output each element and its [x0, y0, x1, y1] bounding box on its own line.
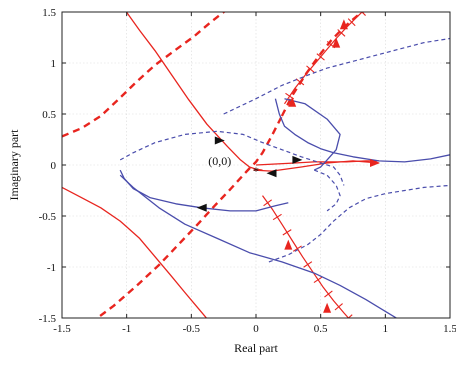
blue-locus-line	[268, 184, 450, 263]
x-tick-label: 0	[253, 323, 259, 335]
origin-annotation: (0,0)	[208, 154, 231, 168]
red-locus-tick	[337, 29, 346, 37]
direction-arrow	[332, 37, 341, 48]
direction-arrow	[323, 302, 332, 313]
red-locus-tick	[324, 290, 333, 298]
y-tick-label: 1.5	[42, 7, 56, 19]
red-locus-tick	[347, 18, 356, 27]
y-tick-label: -1	[47, 262, 56, 274]
x-tick-label: 0.5	[314, 323, 328, 335]
red-locus-tick	[282, 229, 292, 236]
blue-locus-line	[119, 174, 398, 318]
red-locus-line	[284, 12, 363, 105]
red-locus-tick	[306, 65, 315, 73]
blue-locus-line	[313, 169, 341, 212]
red-locus-tick	[292, 245, 302, 252]
blue-locus-line	[284, 98, 341, 171]
red-locus-tick	[313, 276, 323, 284]
red-locus-tick	[272, 213, 282, 221]
red-locus-line	[62, 12, 226, 138]
x-tick-label: -0.5	[183, 323, 201, 335]
direction-arrow	[284, 239, 293, 250]
red-locus-tick	[263, 199, 273, 207]
red-locus-line	[62, 186, 208, 318]
red-locus-tick	[347, 314, 353, 318]
red-locus-line	[95, 115, 283, 318]
arrow-group	[196, 19, 380, 313]
direction-arrow	[370, 159, 380, 167]
direction-arrow	[196, 203, 207, 212]
y-tick-label: 0.5	[42, 109, 56, 121]
y-tick-label: 1	[51, 58, 57, 70]
y-tick-label: 0	[51, 160, 57, 172]
red-locus-tick	[361, 12, 366, 16]
red-locus-tick	[316, 53, 325, 61]
red-locus-tick	[334, 303, 343, 311]
x-tick-label: -1	[122, 323, 131, 335]
blue-locus-line	[223, 37, 450, 115]
direction-arrow	[288, 96, 297, 107]
direction-arrow	[339, 19, 348, 30]
x-tick-label: -1.5	[53, 323, 71, 335]
x-tick-label: 1.5	[443, 323, 456, 335]
direction-arrow	[292, 155, 303, 164]
x-tick-label: 1	[383, 323, 389, 335]
red-locus-tick	[303, 261, 313, 268]
red-locus-tick	[295, 78, 305, 86]
y-tick-label: -1.5	[39, 313, 57, 325]
y-axis-label: Imaginary part	[7, 129, 21, 201]
blue-locus-line	[274, 98, 450, 163]
tick-group: -1.5 -1 -0.5 0 0.5 1 1.5 -1.5 -1 -0.5 0 0.5 1 1.5	[39, 7, 456, 335]
red-locus-line	[125, 12, 263, 171]
y-tick-label: -0.5	[39, 211, 57, 223]
direction-arrow	[214, 136, 225, 145]
x-axis-label: Real part	[234, 341, 278, 355]
red-locus-line	[280, 12, 365, 117]
red-locus-line	[255, 160, 379, 166]
direction-arrow	[266, 169, 277, 178]
origin-marker: *	[253, 164, 259, 178]
blue-locus-line	[119, 130, 345, 186]
